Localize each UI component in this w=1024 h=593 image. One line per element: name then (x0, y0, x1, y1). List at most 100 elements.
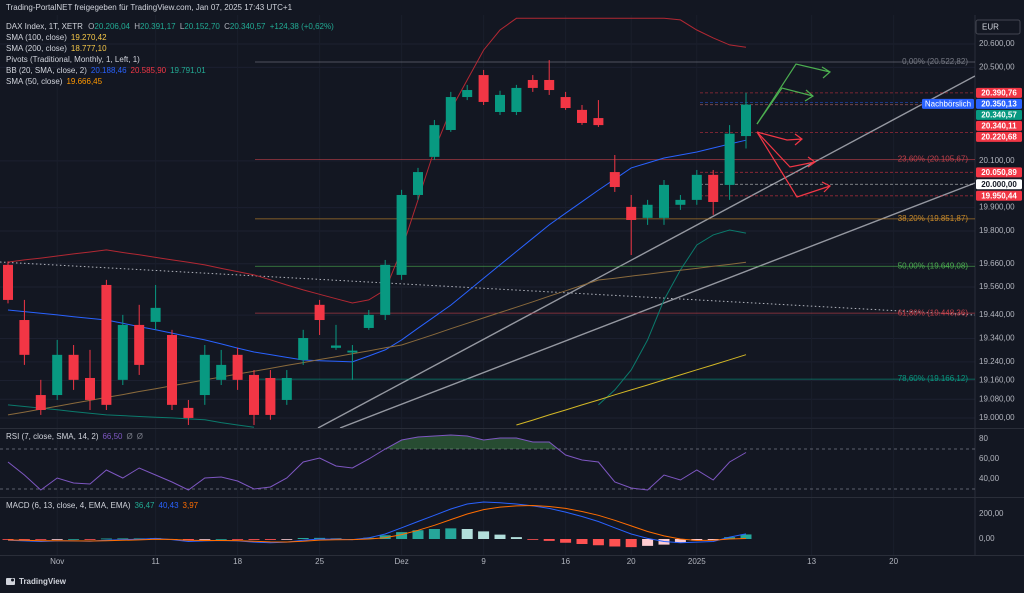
macd-histogram-bar (478, 531, 490, 539)
x-tick-label: Dez (394, 557, 408, 566)
indicator-value: 19.666,45 (66, 77, 102, 86)
macd-histogram-bar (35, 539, 47, 540)
y-tick-label: 19.240,00 (979, 357, 1015, 366)
macd-histogram-bar (625, 539, 637, 548)
candle-body (167, 334, 177, 405)
candle-body (363, 314, 374, 328)
fib-label: 23,60% (20.105,67) (898, 155, 969, 164)
logo: TradingView (6, 577, 67, 586)
macd-histogram-bar (117, 538, 129, 540)
panel-legend: RSI (7, close, SMA, 14, 2) 66,50 Ø Ø (6, 432, 143, 441)
fib-label: 61,80% (19.448,36) (898, 308, 969, 317)
candle-body (298, 338, 309, 360)
x-tick-label: 20 (889, 557, 898, 566)
rsi-tick-label: 60,00 (979, 454, 1000, 463)
candle-body (560, 97, 571, 109)
indicator-name: Pivots (Traditional, Monthly, 1, Left, 1… (6, 55, 140, 64)
logo-dot (11, 578, 14, 582)
candle-body (593, 118, 604, 126)
arrow-up (756, 87, 815, 125)
x-tick-label: 25 (315, 557, 324, 566)
indicator-name: SMA (50, close) (6, 77, 63, 86)
macd-line (7, 501, 747, 544)
macd-panel (2, 501, 752, 548)
candle-body (478, 75, 489, 102)
macd-histogram-bar (248, 539, 260, 540)
macd-histogram-bar (740, 534, 752, 539)
share-note: Trading-PortalNET freigegeben für Tradin… (6, 3, 293, 12)
logo-text: TradingView (19, 577, 67, 586)
candle-body (134, 324, 145, 365)
indicator-legend-row: Pivots (Traditional, Monthly, 1, Left, 1… (6, 55, 140, 64)
candle-body (511, 87, 522, 112)
y-tick-label: 19.660,00 (979, 259, 1015, 268)
indicator-legend-row: SMA (50, close) 19.666,45 (6, 77, 103, 86)
macd-histogram-bar (314, 537, 326, 539)
indicator-line (7, 139, 747, 363)
macd-tick-label: 200,00 (979, 509, 1004, 518)
macd-histogram-bar (363, 537, 375, 539)
currency-box[interactable] (975, 19, 1021, 35)
y-tick-label: 19.900,00 (979, 203, 1015, 212)
y-tick-label: 19.800,00 (979, 226, 1015, 235)
macd-histogram-bar (510, 537, 522, 539)
sub-legends: RSI (7, close, SMA, 14, 2) 66,50 Ø Ø MACD (6… (6, 432, 199, 510)
indicator-line (7, 17, 747, 304)
ohlc-letter: H (134, 22, 140, 31)
price-label-box (976, 167, 1022, 178)
indicator-name: SMA (200, close) (6, 44, 67, 53)
y-tick-label: 19.080,00 (979, 394, 1015, 403)
indicator-value: 20.585,90 (131, 66, 167, 75)
candle-body (150, 307, 161, 322)
macd-histogram-bar (100, 538, 112, 540)
candle-body (577, 109, 587, 123)
x-tick-label: 16 (561, 557, 570, 566)
currency[interactable]: EUR (982, 23, 999, 32)
indicator-value: 18.777,10 (71, 44, 107, 53)
macd-histogram-bar (18, 539, 30, 540)
price-label: 20.050,89 (981, 168, 1017, 177)
indicator-legend: SMA (100, close) 19.270,42 SMA (200, close… (6, 33, 206, 86)
symbol: DAX Index, 1T, XETR (6, 22, 83, 31)
macd-histogram-bar (592, 539, 604, 546)
candle-body (708, 174, 719, 202)
scenario-arrows (756, 63, 832, 198)
y-tick-label: 19.440,00 (979, 310, 1015, 319)
price-label: 20.220,68 (981, 132, 1017, 141)
x-tick-label: 13 (807, 557, 816, 566)
macd-histogram-bar (182, 539, 194, 541)
price-label: 20.350,13 (981, 99, 1017, 108)
panel-value: 36,47 (134, 501, 155, 510)
ohlc-letter: O (88, 22, 94, 31)
price-label: 20.340,11 (981, 121, 1017, 130)
candle-body (462, 90, 473, 98)
price-label-box (976, 179, 1022, 190)
candle-body (331, 345, 341, 348)
macd-histogram-bar (642, 539, 654, 546)
macd-histogram-bar (527, 539, 539, 540)
arrow-down (756, 131, 832, 198)
panel-title: RSI (7, close, SMA, 14, 2) (6, 432, 99, 441)
price-tag: Nachbörslich (925, 99, 971, 108)
candle-body (675, 199, 686, 205)
price-plot: 0,00% (20.522,82) 23,60% (20.105,67) 38,20… (0, 17, 975, 428)
candle-body (609, 172, 620, 188)
indicator-value: 20.188,46 (91, 66, 127, 75)
candle-body (117, 324, 128, 380)
candle-body (19, 320, 30, 355)
candle-body (413, 172, 423, 195)
price-label-box (976, 131, 1022, 142)
y-tick-label: 20.500,00 (979, 62, 1015, 71)
panel-value: 40,43 (159, 501, 180, 510)
macd-histogram-bar (215, 539, 227, 540)
candle-body (642, 204, 653, 218)
candle-body (52, 354, 63, 396)
panel-legend: MACD (6, 13, close, 4, EMA, EMA) 36,47 40,… (6, 501, 199, 510)
macd-histogram-bar (576, 539, 588, 544)
candle-body (626, 206, 637, 220)
ohlc-letter: C (224, 22, 230, 31)
x-tick-label: 20 (627, 557, 636, 566)
ohlc-value: 20.206,04 (94, 22, 130, 31)
